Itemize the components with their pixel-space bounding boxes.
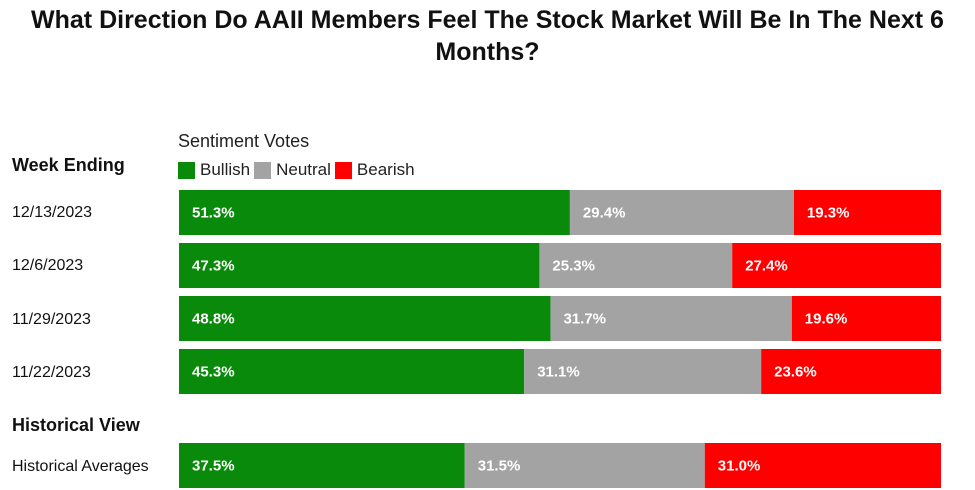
row-label-12-13-2023: 12/13/2023 <box>12 204 93 221</box>
row-label-11-22-2023: 11/22/2023 <box>12 364 91 381</box>
bar-bearish-1 <box>732 243 941 288</box>
data-label-bullish-0: 51.3% <box>192 205 235 222</box>
bar-bearish-0 <box>793 190 941 235</box>
bar-bullish-0 <box>179 190 570 235</box>
data-label-bearish-4: 31.0% <box>718 458 761 475</box>
data-label-neutral-0: 29.4% <box>583 205 626 222</box>
bar-neutral-2 <box>550 296 792 341</box>
data-label-bearish-0: 19.3% <box>807 205 850 222</box>
bar-bearish-2 <box>791 296 941 341</box>
bar-bullish-2 <box>179 296 551 341</box>
legend-title: Sentiment Votes <box>178 131 310 151</box>
data-label-neutral-3: 31.1% <box>537 364 580 381</box>
bar-bearish-3 <box>761 349 941 394</box>
data-label-bullish-3: 45.3% <box>192 364 235 381</box>
legend-swatch-bearish <box>334 161 352 179</box>
data-label-bearish-2: 19.6% <box>805 311 848 328</box>
bar-bullish-4 <box>179 443 465 488</box>
data-label-neutral-4: 31.5% <box>478 458 521 475</box>
data-label-bullish-4: 37.5% <box>192 458 235 475</box>
data-label-bullish-2: 48.8% <box>192 311 235 328</box>
row-label-historical-averages: Historical Averages <box>12 458 149 475</box>
legend-swatch-bullish <box>178 161 195 179</box>
legend-item-bullish: Bullish <box>178 160 250 180</box>
chart-title: What Direction Do AAII Members Feel The … <box>31 6 944 66</box>
bar-neutral-4 <box>464 443 705 488</box>
data-label-bearish-1: 27.4% <box>745 258 788 275</box>
legend-item-neutral: Neutral <box>254 160 331 180</box>
week-ending-heading: Week Ending <box>12 155 125 175</box>
bar-neutral-1 <box>539 243 733 288</box>
legend-swatch-neutral <box>254 161 272 179</box>
data-label-bearish-3: 23.6% <box>774 364 817 381</box>
row-label-12-6-2023: 12/6/2023 <box>12 257 84 274</box>
data-label-bullish-1: 47.3% <box>192 258 235 275</box>
data-label-neutral-2: 31.7% <box>563 311 606 328</box>
row-label-11-29-2023: 11/29/2023 <box>12 311 91 328</box>
bar-neutral-3 <box>524 349 762 394</box>
legend-label-neutral: Neutral <box>276 160 331 179</box>
legend-label-bearish: Bearish <box>356 160 415 179</box>
historical-view-heading: Historical View <box>12 415 140 435</box>
legend-item-bearish: Bearish <box>334 160 415 180</box>
data-label-neutral-1: 25.3% <box>552 258 595 275</box>
legend: Bullish Neutral Bearish <box>178 160 419 180</box>
bar-bullish-1 <box>179 243 540 288</box>
legend-label-bullish: Bullish <box>200 160 251 179</box>
bar-bearish-4 <box>704 443 941 488</box>
bar-neutral-0 <box>569 190 794 235</box>
bar-bullish-3 <box>179 349 525 394</box>
